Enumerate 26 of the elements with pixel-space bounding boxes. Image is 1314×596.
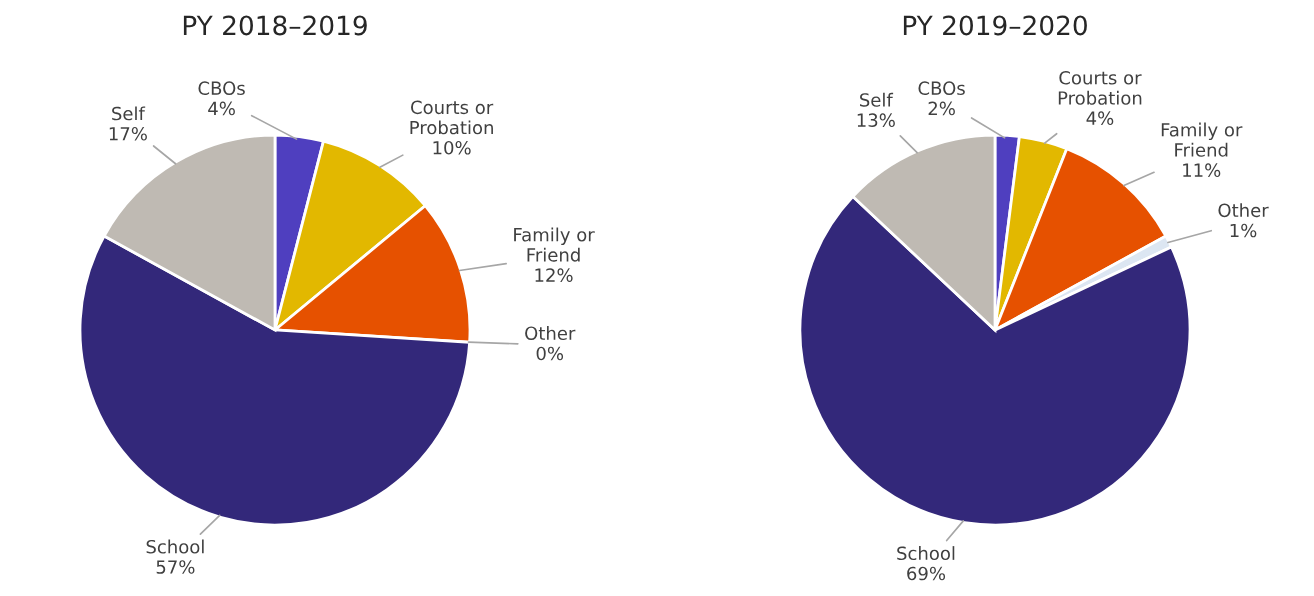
slice-label: Family or Friend — [1161, 122, 1243, 157]
slice-label: Self — [860, 92, 894, 107]
slice-label: Courts or Probation — [410, 100, 494, 135]
data-label: 2% — [928, 101, 955, 116]
chart-title: PY 2019–2020 — [903, 15, 1087, 36]
data-label: 17% — [109, 126, 147, 141]
text: 0% — [536, 346, 564, 361]
data-label: 12% — [535, 268, 573, 282]
data-label: 13% — [857, 113, 895, 128]
slice-label: Family or Friend — [514, 227, 595, 262]
data-label: 69% — [907, 566, 946, 581]
data-label: 4% — [1086, 111, 1114, 126]
data-label: 10% — [433, 140, 471, 155]
slice-label: Courts or Probation — [1058, 70, 1142, 105]
data-label: 4% — [208, 101, 235, 116]
chart-title: PY 2018–2019 — [183, 15, 367, 36]
legend-label: Other — [525, 326, 576, 341]
data-label: 57% — [156, 560, 195, 574]
slice-label: CBOs — [918, 81, 965, 96]
slice-label: Other — [1218, 203, 1269, 218]
slice-label: Self — [112, 106, 146, 121]
slice-label: School — [897, 546, 955, 561]
data-label: 1% — [1230, 223, 1257, 238]
slice-label: School — [146, 539, 204, 554]
slice-label: CBOs — [198, 81, 245, 96]
data-label: 11% — [1183, 163, 1221, 178]
